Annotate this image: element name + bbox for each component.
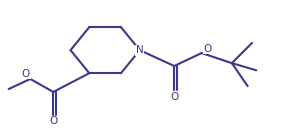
Text: O: O	[22, 69, 30, 79]
Text: O: O	[204, 44, 212, 54]
Text: O: O	[170, 92, 178, 102]
Text: N: N	[136, 45, 143, 55]
Text: O: O	[49, 116, 57, 126]
